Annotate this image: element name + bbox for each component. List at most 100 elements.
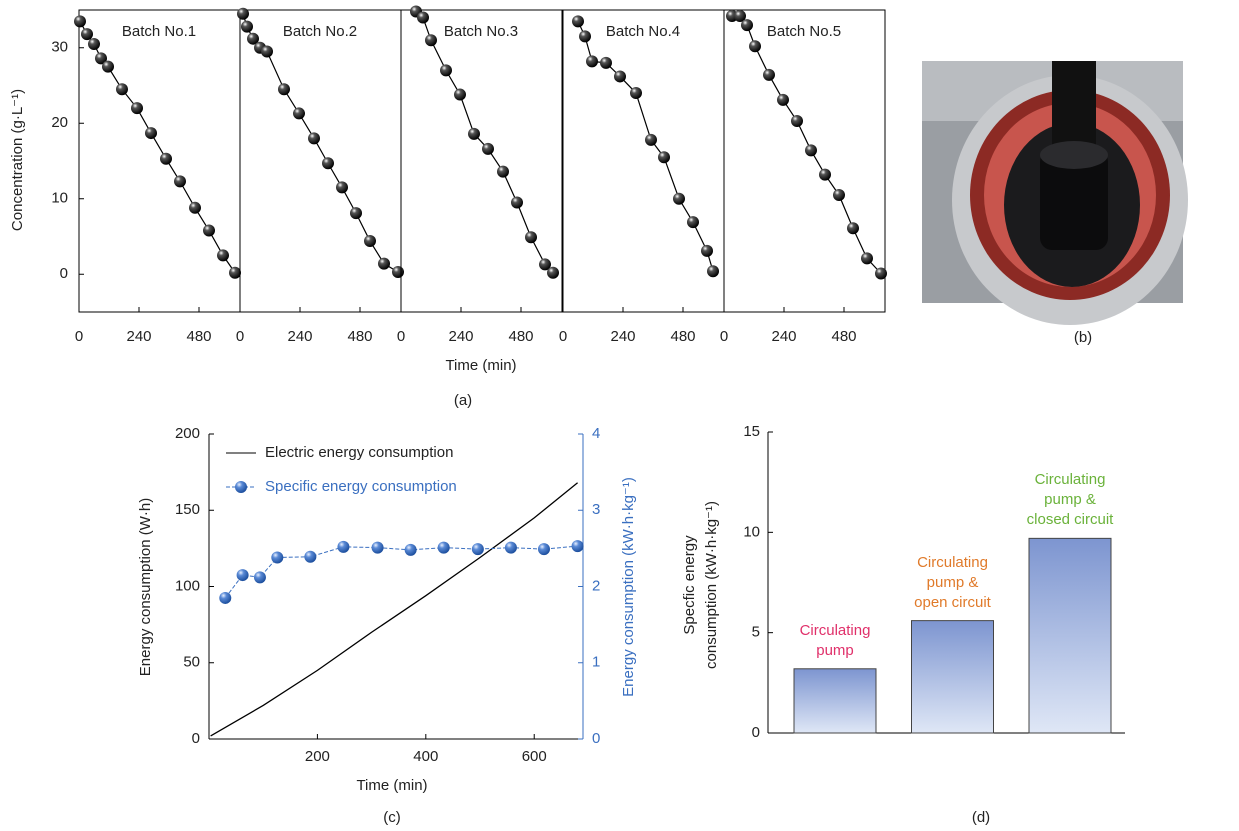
x-tick-label: 0 — [397, 328, 405, 345]
legend-label: Electric energy consumption — [265, 444, 453, 461]
point — [847, 222, 859, 234]
x-tick-label: 480 — [508, 328, 533, 345]
point — [189, 202, 201, 214]
point — [819, 169, 831, 181]
x-tick-label: 240 — [771, 328, 796, 345]
figure: (b) Concentration (g·L⁻¹)Time (min)(a)01… — [0, 0, 1239, 831]
point — [614, 70, 626, 82]
point — [482, 143, 494, 155]
point — [586, 55, 598, 67]
x-axis-label: Time (min) — [356, 777, 427, 794]
x-axis-label: Time (min) — [445, 357, 516, 374]
point — [378, 258, 390, 270]
point — [645, 134, 657, 146]
point — [505, 542, 517, 554]
point — [74, 15, 86, 27]
point — [217, 249, 229, 261]
line — [211, 483, 578, 736]
point — [405, 544, 417, 556]
point — [454, 89, 466, 101]
y2-tick-label: 3 — [592, 501, 600, 518]
x-tick-label: 200 — [305, 748, 330, 765]
panel-title: Batch No.2 — [283, 23, 357, 40]
chart: (b) Concentration (g·L⁻¹)Time (min)(a)01… — [0, 0, 1239, 831]
point — [497, 166, 509, 178]
x-tick-label: 480 — [347, 328, 372, 345]
point — [525, 231, 537, 243]
x-tick-label: 0 — [236, 328, 244, 345]
y-tick-label: 30 — [51, 39, 68, 56]
y-tick-label: 150 — [175, 501, 200, 518]
point — [261, 46, 273, 58]
point — [336, 181, 348, 193]
point — [741, 19, 753, 31]
y-axis-label: Specfic energy — [681, 535, 698, 635]
point — [572, 15, 584, 27]
point — [511, 197, 523, 209]
point — [425, 34, 437, 46]
point — [160, 153, 172, 165]
point — [791, 115, 803, 127]
y2-tick-label: 2 — [592, 577, 600, 594]
point — [440, 64, 452, 76]
point — [707, 265, 719, 277]
point — [658, 151, 670, 163]
y2-axis-label: Energy consumption (kW·h·kg⁻¹) — [620, 477, 637, 697]
x-tick-label: 480 — [831, 328, 856, 345]
caption: (d) — [972, 809, 990, 826]
point — [293, 107, 305, 119]
x-tick-label: 240 — [448, 328, 473, 345]
point — [392, 266, 404, 278]
point — [203, 224, 215, 236]
category-label: Circulating pump & open circuit — [883, 553, 1023, 613]
y-tick-label: 50 — [183, 654, 200, 671]
y2-tick-label: 0 — [592, 730, 600, 747]
line — [578, 21, 713, 271]
point — [102, 61, 114, 73]
point — [116, 83, 128, 95]
bar — [912, 621, 994, 733]
point — [364, 235, 376, 247]
point — [468, 128, 480, 140]
y-tick-label: 200 — [175, 425, 200, 442]
point — [304, 551, 316, 563]
panel-frame — [724, 10, 885, 312]
point — [777, 94, 789, 106]
x-tick-label: 240 — [287, 328, 312, 345]
y-tick-label: 5 — [752, 624, 760, 641]
point — [174, 175, 186, 187]
legend-label: Specific energy consumption — [265, 478, 457, 495]
point — [271, 552, 283, 564]
x-tick-label: 400 — [413, 748, 438, 765]
point — [861, 252, 873, 264]
point — [219, 592, 231, 604]
point — [547, 267, 559, 279]
x-tick-label: 480 — [670, 328, 695, 345]
point — [763, 69, 775, 81]
y-tick-label: 10 — [51, 190, 68, 207]
point — [472, 543, 484, 555]
point — [237, 8, 249, 20]
x-tick-label: 0 — [720, 328, 728, 345]
line — [732, 16, 881, 273]
panel-title: Batch No.3 — [444, 23, 518, 40]
x-tick-label: 0 — [75, 328, 83, 345]
point — [81, 28, 93, 40]
y-tick-label: 0 — [752, 724, 760, 741]
point — [805, 144, 817, 156]
panel-title: Batch No.1 — [122, 23, 196, 40]
y-tick-label: 10 — [743, 523, 760, 540]
panel-frame — [401, 10, 562, 312]
point — [749, 40, 761, 52]
point — [572, 540, 584, 552]
point — [600, 57, 612, 69]
y2-tick-label: 1 — [592, 654, 600, 671]
y-axis-label: Energy consumption (W·h) — [137, 498, 154, 676]
y2-tick-label: 4 — [592, 425, 600, 442]
y-axis-label: consumption (kW·h·kg⁻¹) — [703, 501, 720, 669]
point — [237, 569, 249, 581]
point — [308, 132, 320, 144]
x-tick-label: 240 — [610, 328, 635, 345]
point — [88, 38, 100, 50]
x-tick-label: 600 — [522, 748, 547, 765]
